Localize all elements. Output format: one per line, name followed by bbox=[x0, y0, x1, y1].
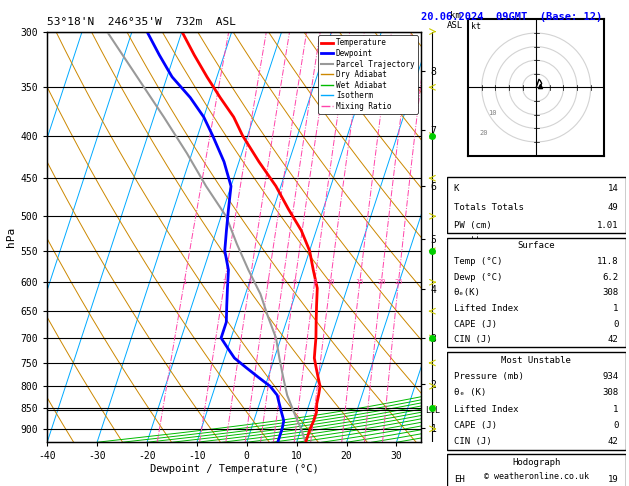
Text: Totals Totals: Totals Totals bbox=[454, 203, 523, 212]
Bar bbox=[447, 238, 626, 347]
Text: 934: 934 bbox=[603, 372, 619, 381]
Text: 1: 1 bbox=[613, 404, 619, 414]
Text: 14: 14 bbox=[608, 184, 619, 193]
Text: 6: 6 bbox=[292, 279, 297, 285]
Text: Lifted Index: Lifted Index bbox=[454, 404, 518, 414]
Text: PW (cm): PW (cm) bbox=[454, 221, 491, 230]
Text: 0: 0 bbox=[613, 320, 619, 329]
Text: 20.06.2024  09GMT  (Base: 12): 20.06.2024 09GMT (Base: 12) bbox=[421, 12, 603, 22]
Text: © weatheronline.co.uk: © weatheronline.co.uk bbox=[484, 472, 589, 481]
Bar bbox=[447, 177, 626, 233]
Text: 3: 3 bbox=[248, 279, 252, 285]
Text: km
ASL: km ASL bbox=[447, 11, 463, 30]
Text: 20: 20 bbox=[377, 279, 386, 285]
Text: CAPE (J): CAPE (J) bbox=[454, 320, 497, 329]
Text: kt: kt bbox=[471, 22, 481, 31]
Text: 308: 308 bbox=[603, 388, 619, 398]
Text: θₑ(K): θₑ(K) bbox=[454, 288, 481, 297]
Text: K: K bbox=[454, 184, 459, 193]
Text: 10: 10 bbox=[326, 279, 335, 285]
Text: 42: 42 bbox=[608, 335, 619, 344]
Text: 8: 8 bbox=[313, 279, 317, 285]
Text: Hodograph: Hodograph bbox=[512, 458, 560, 468]
Text: 15: 15 bbox=[355, 279, 364, 285]
Text: 20: 20 bbox=[479, 130, 487, 136]
Y-axis label: Mixing Ratio (g/kg): Mixing Ratio (g/kg) bbox=[471, 181, 481, 293]
Text: Pressure (mb): Pressure (mb) bbox=[454, 372, 523, 381]
Text: 5: 5 bbox=[281, 279, 285, 285]
Text: CAPE (J): CAPE (J) bbox=[454, 421, 497, 430]
Text: EH: EH bbox=[454, 475, 464, 485]
Text: Most Unstable: Most Unstable bbox=[501, 356, 571, 365]
Text: CIN (J): CIN (J) bbox=[454, 335, 491, 344]
Bar bbox=[447, 352, 626, 450]
Text: 0: 0 bbox=[613, 421, 619, 430]
Text: Surface: Surface bbox=[518, 242, 555, 250]
Text: 49: 49 bbox=[608, 203, 619, 212]
Legend: Temperature, Dewpoint, Parcel Trajectory, Dry Adiabat, Wet Adiabat, Isotherm, Mi: Temperature, Dewpoint, Parcel Trajectory… bbox=[318, 35, 418, 114]
Text: Lifted Index: Lifted Index bbox=[454, 304, 518, 313]
Text: Temp (°C): Temp (°C) bbox=[454, 257, 502, 266]
Text: 2: 2 bbox=[223, 279, 227, 285]
Text: 4: 4 bbox=[266, 279, 270, 285]
Text: 308: 308 bbox=[603, 288, 619, 297]
Text: 42: 42 bbox=[608, 437, 619, 446]
Bar bbox=[447, 454, 626, 486]
Text: 6.2: 6.2 bbox=[603, 273, 619, 282]
Text: Dewp (°C): Dewp (°C) bbox=[454, 273, 502, 282]
Text: 1: 1 bbox=[613, 304, 619, 313]
Text: 1: 1 bbox=[182, 279, 186, 285]
Text: 53°18'N  246°35'W  732m  ASL: 53°18'N 246°35'W 732m ASL bbox=[47, 17, 236, 27]
Text: 25: 25 bbox=[394, 279, 403, 285]
Text: 11.8: 11.8 bbox=[597, 257, 619, 266]
Text: 1.01: 1.01 bbox=[597, 221, 619, 230]
Text: 19: 19 bbox=[608, 475, 619, 485]
Y-axis label: hPa: hPa bbox=[6, 227, 16, 247]
Text: LCL: LCL bbox=[426, 406, 440, 415]
Text: θₑ (K): θₑ (K) bbox=[454, 388, 486, 398]
Text: CIN (J): CIN (J) bbox=[454, 437, 491, 446]
Text: 10: 10 bbox=[489, 110, 497, 116]
X-axis label: Dewpoint / Temperature (°C): Dewpoint / Temperature (°C) bbox=[150, 464, 319, 474]
